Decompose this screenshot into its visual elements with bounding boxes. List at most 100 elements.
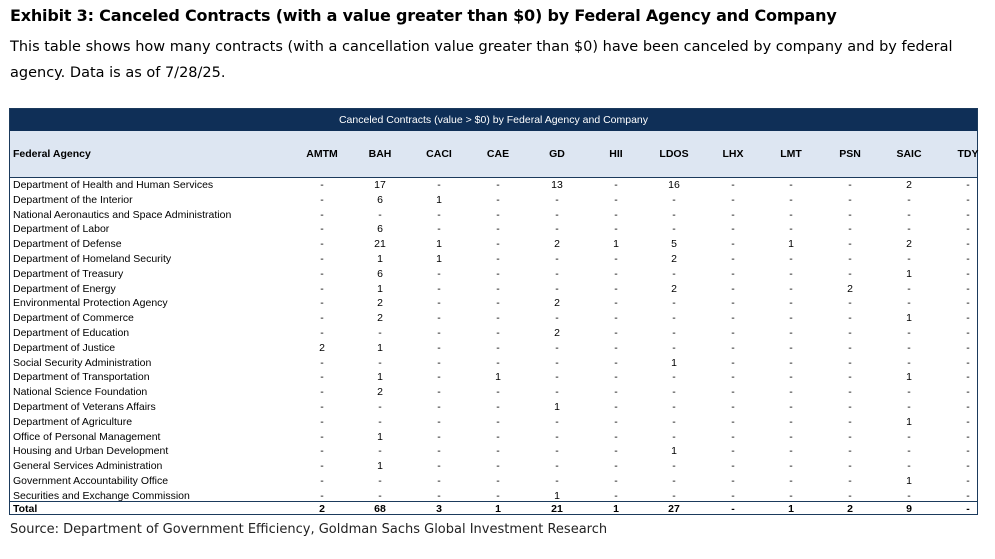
value-cell-hii: -	[614, 327, 618, 339]
value-cell-psn: -	[848, 356, 852, 369]
value-cell-caci: -	[437, 430, 441, 443]
value-cell-ldos: -	[672, 401, 676, 413]
value-cell-psn: -	[848, 489, 852, 502]
value-cell-lmt: -	[789, 267, 793, 280]
value-cell-lhx: -	[731, 238, 735, 251]
agency-name-cell: Department of Veterans Affairs	[13, 401, 156, 413]
value-cell-lhx: -	[731, 312, 735, 325]
agency-name-cell: Social Security Administration	[13, 356, 152, 369]
total-cell-saic: 9	[906, 503, 912, 515]
value-cell-psn: -	[848, 267, 852, 280]
value-cell-amtm: -	[320, 445, 324, 458]
value-cell-ldos: -	[672, 489, 676, 502]
value-cell-cae: -	[496, 208, 500, 221]
agency-name-cell: Department of Treasury	[13, 267, 124, 280]
value-cell-cae: -	[496, 238, 500, 251]
value-cell-amtm: -	[320, 208, 324, 221]
table-row: Department of Agriculture - - - - - - - - - - 1 -	[10, 415, 977, 430]
value-cell-psn: -	[848, 312, 852, 325]
value-cell-hii: -	[614, 193, 618, 206]
source-note: Source: Department of Government Efficie…	[10, 522, 608, 537]
value-cell-bah: 21	[374, 238, 386, 251]
value-cell-ldos: -	[672, 386, 676, 399]
column-header-lhx: LHX	[722, 148, 744, 160]
value-cell-saic: -	[907, 386, 911, 399]
value-cell-caci: -	[437, 475, 441, 487]
value-cell-psn: 2	[847, 282, 853, 295]
column-header-lmt: LMT	[780, 148, 802, 160]
agency-name-cell: Department of Health and Human Services	[13, 179, 214, 191]
value-cell-hii: -	[614, 460, 618, 473]
value-cell-lhx: -	[731, 430, 735, 443]
table-row: Department of Homeland Security - 1 1 - - - 2 - -…	[10, 252, 977, 267]
value-cell-hii: -	[614, 282, 618, 295]
value-cell-saic: 1	[906, 371, 912, 384]
value-cell-bah: -	[378, 401, 382, 413]
value-cell-bah: 1	[377, 371, 383, 384]
value-cell-cae: -	[496, 267, 500, 280]
value-cell-lmt: 1	[788, 238, 794, 251]
value-cell-ldos: -	[672, 297, 676, 310]
value-cell-psn: -	[848, 238, 852, 251]
value-cell-caci: -	[437, 401, 441, 413]
value-cell-bah: -	[378, 208, 382, 221]
value-cell-gd: -	[555, 445, 559, 458]
value-cell-bah: 6	[377, 267, 383, 280]
value-cell-saic: -	[907, 356, 911, 369]
agency-name-cell: Office of Personal Management	[13, 430, 161, 443]
value-cell-cae: -	[496, 179, 500, 191]
value-cell-hii: -	[614, 356, 618, 369]
table-row: Social Security Administration - - - - - - 1 - - -…	[10, 356, 977, 371]
value-cell-ldos: 5	[671, 238, 677, 251]
value-cell-amtm: -	[320, 267, 324, 280]
value-cell-gd: -	[555, 223, 559, 236]
value-cell-gd: -	[555, 267, 559, 280]
value-cell-saic: -	[907, 223, 911, 236]
value-cell-gd: -	[555, 341, 559, 354]
total-cell-ldos: 27	[668, 503, 680, 515]
column-header-cae: CAE	[486, 148, 510, 160]
total-cell-bah: 68	[374, 503, 386, 515]
value-cell-ldos: -	[672, 327, 676, 339]
table-row: Department of Energy - 1 - - - - 2 - - 2 - -	[10, 282, 977, 297]
value-cell-psn: -	[848, 327, 852, 339]
value-cell-cae: -	[496, 386, 500, 399]
value-cell-psn: -	[848, 430, 852, 443]
value-cell-lhx: -	[731, 327, 735, 339]
value-cell-hii: -	[614, 386, 618, 399]
value-cell-bah: -	[378, 445, 382, 458]
value-cell-gd: -	[555, 460, 559, 473]
value-cell-gd: -	[555, 356, 559, 369]
value-cell-amtm: -	[320, 430, 324, 443]
value-cell-lmt: -	[789, 282, 793, 295]
value-cell-lmt: -	[789, 223, 793, 236]
value-cell-amtm: -	[320, 179, 324, 191]
value-cell-cae: 1	[495, 371, 501, 384]
value-cell-lhx: -	[731, 460, 735, 473]
column-header-saic: SAIC	[896, 148, 922, 160]
value-cell-psn: -	[848, 475, 852, 487]
value-cell-saic: 1	[906, 267, 912, 280]
value-cell-amtm: -	[320, 356, 324, 369]
table-row: Office of Personal Management - 1 - - - - - - - - -…	[10, 430, 977, 445]
value-cell-gd: 1	[554, 401, 560, 413]
agency-name-cell: Government Accountability Office	[13, 475, 169, 487]
table-total-row: Total 2 68 3 1 21 1 27 - 1 2 9 -	[10, 501, 977, 516]
value-cell-psn: -	[848, 341, 852, 354]
contracts-table: Canceled Contracts (value > $0) by Feder…	[9, 108, 979, 516]
value-cell-psn: -	[848, 445, 852, 458]
agency-name-cell: General Services Administration	[13, 460, 163, 473]
value-cell-tdy: -	[966, 297, 970, 310]
agency-name-cell: Department of Transportation	[13, 371, 150, 384]
value-cell-amtm: -	[320, 253, 324, 265]
value-cell-bah: 2	[377, 297, 383, 310]
value-cell-psn: -	[848, 223, 852, 236]
value-cell-cae: -	[496, 341, 500, 354]
value-cell-tdy: -	[966, 415, 970, 428]
value-cell-saic: 2	[906, 179, 912, 191]
value-cell-cae: -	[496, 445, 500, 458]
value-cell-hii: -	[614, 267, 618, 280]
value-cell-psn: -	[848, 253, 852, 265]
value-cell-ldos: -	[672, 312, 676, 325]
value-cell-bah: -	[378, 415, 382, 428]
